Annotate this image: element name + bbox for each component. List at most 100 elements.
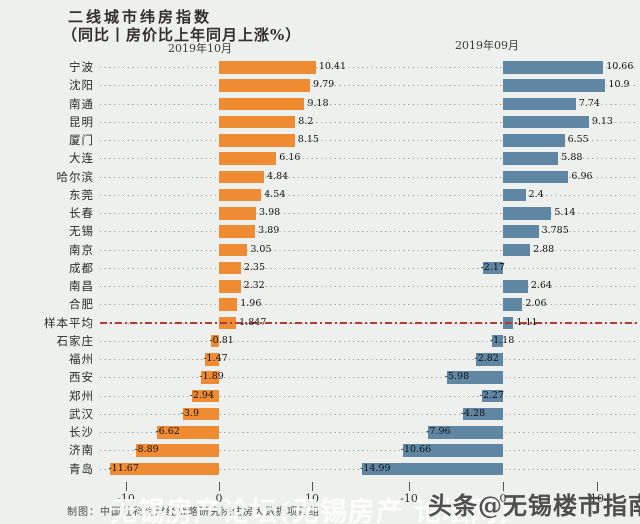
bar-september (503, 79, 606, 92)
value-label-october: 1.96 (240, 298, 262, 310)
value-label-september: -10.66 (400, 444, 432, 456)
city-label: 长春 (69, 206, 94, 220)
chart-row: 样本平均 1.847 1.11 (0, 314, 640, 332)
chart-row: 西安 -1.89 -5.98 (0, 368, 640, 386)
value-label-october: 1.847 (239, 316, 267, 328)
chart-row: 长沙 -6.62 -7.96 (0, 423, 640, 441)
city-label: 长沙 (69, 425, 94, 439)
bar-october (182, 407, 219, 421)
value-label-september: -7.96 (426, 426, 451, 437)
row-leader-line (100, 67, 636, 69)
city-label: 宁波 (69, 60, 94, 74)
x-axis-tick (126, 482, 128, 491)
value-label-october: 4.54 (264, 188, 286, 200)
value-label-september: 3.785 (541, 225, 569, 237)
value-label-october: 2.32 (243, 280, 265, 291)
city-label: 南京 (69, 242, 94, 257)
chart-row: 郑州 -2.94 -2.27 (0, 387, 640, 405)
chart-row: 成都 2.35 -2.17 (0, 259, 640, 277)
value-label-october: -11.67 (108, 462, 139, 474)
city-label: 郑州 (69, 388, 94, 403)
value-label-september: 5.14 (554, 207, 576, 218)
chart-row: 青岛 -11.67 -14.99 (0, 460, 640, 478)
bar-october (201, 371, 219, 384)
value-label-september: 10.9 (608, 79, 630, 91)
value-label-september: 2.4 (528, 188, 544, 200)
bar-october (157, 426, 219, 439)
row-leader-line (100, 340, 636, 342)
city-label: 成都 (69, 260, 94, 275)
bar-september (503, 225, 539, 238)
value-label-september: -5.98 (444, 371, 470, 383)
row-leader-line (100, 377, 636, 379)
value-label-october: 3.89 (258, 225, 280, 237)
value-label-october: -1.89 (199, 371, 224, 383)
bar-september (503, 97, 576, 110)
bar-october (219, 207, 256, 220)
row-leader-line (100, 304, 636, 306)
chart-row: 武汉 -3.9 -4.28 (0, 405, 640, 423)
value-label-september: 2.06 (525, 298, 547, 310)
value-label-october: 8.15 (297, 134, 319, 145)
value-label-september: 7.74 (578, 97, 600, 109)
panel-header-october: 2019年10月 (168, 42, 232, 55)
value-label-september: -2.82 (474, 353, 499, 364)
chart-row: 福州 -1.47 -2.82 (0, 350, 640, 368)
bar-september (503, 170, 569, 183)
city-label: 样本平均 (44, 315, 94, 330)
bar-september (503, 298, 523, 311)
bar-october (219, 115, 296, 129)
chart-row: 南昌 2.32 2.64 (0, 277, 640, 295)
row-leader-line (100, 395, 636, 397)
bar-october (219, 225, 256, 238)
value-label-september: 1.11 (516, 316, 538, 328)
value-label-october: -3.9 (180, 407, 200, 419)
row-leader-line (100, 413, 636, 415)
chart-row: 长春 3.98 5.14 (0, 204, 640, 222)
city-label: 福州 (69, 352, 94, 366)
bar-october (110, 462, 219, 475)
city-label: 石家庄 (56, 333, 94, 348)
value-label-september: 9.13 (591, 115, 613, 127)
row-leader-line (100, 249, 636, 251)
chart-row: 无锡 3.89 3.785 (0, 222, 640, 240)
chart-subtitle: （同比丨房价比上年同月上涨%） (62, 26, 302, 44)
panel-header-september: 2019年09月 (455, 39, 519, 52)
chart-row: 济南 -8.89 -10.66 (0, 441, 640, 459)
city-label: 武汉 (69, 406, 94, 421)
row-leader-line (100, 231, 636, 233)
bar-october (219, 97, 305, 110)
bar-september (462, 407, 503, 421)
row-leader-line (100, 85, 636, 87)
chart-row: 南京 3.05 2.88 (0, 241, 640, 259)
value-label-october: 8.2 (298, 115, 314, 127)
row-leader-line (100, 286, 636, 288)
city-label: 合肥 (69, 297, 94, 312)
bar-october (136, 444, 219, 457)
city-label: 济南 (69, 443, 94, 458)
bar-september (362, 462, 503, 475)
value-label-september: 2.64 (530, 280, 552, 291)
bar-september (503, 134, 565, 147)
row-leader-line (100, 194, 636, 196)
bar-october (219, 170, 264, 183)
bar-october (219, 261, 241, 275)
bar-october (211, 334, 219, 348)
x-axis-tick (312, 482, 314, 491)
bar-october (219, 152, 277, 165)
x-axis-tick (597, 482, 599, 491)
x-axis-tick (219, 482, 221, 491)
bar-october (219, 61, 316, 74)
value-label-september: -1.18 (489, 334, 515, 346)
bar-september (482, 261, 503, 275)
value-label-september: 2.88 (533, 243, 555, 255)
bar-october (219, 134, 295, 147)
bar-october (219, 188, 262, 202)
bar-october (219, 298, 238, 311)
row-leader-line (100, 432, 636, 434)
watermark-forum: 无锡房产论坛(无锡房产 论坛网) (110, 497, 512, 524)
row-leader-line (100, 359, 636, 361)
bar-september (446, 371, 503, 384)
bar-october (191, 389, 219, 402)
watermark-toutiao: 头条@无锡楼市指南 (428, 491, 640, 520)
